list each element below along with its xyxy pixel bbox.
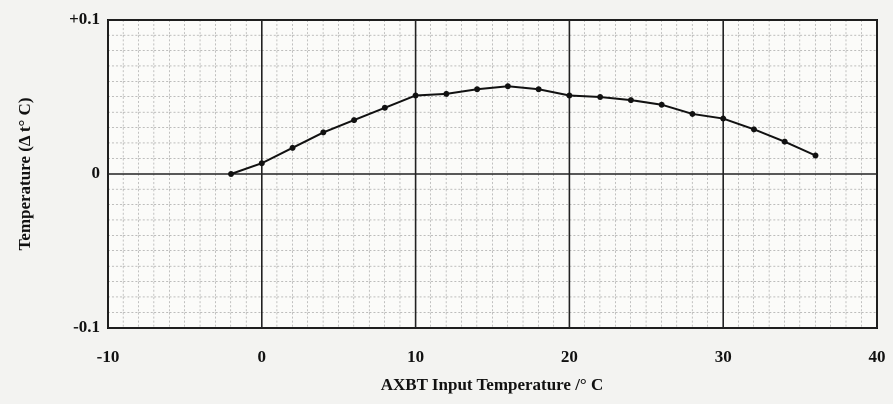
- series-line: [230, 85, 816, 175]
- data-point: [627, 97, 634, 104]
- data-point: [720, 115, 727, 122]
- x-tick-label: 40: [869, 347, 886, 366]
- x-tick-label: 30: [715, 347, 732, 366]
- x-axis-label: AXBT Input Temperature /° C: [381, 375, 604, 394]
- data-point: [412, 92, 419, 99]
- data-point: [812, 152, 819, 159]
- x-tick-label: -10: [97, 347, 120, 366]
- data-point: [443, 90, 450, 97]
- data-point: [535, 86, 542, 93]
- data-point: [658, 101, 665, 108]
- data-point: [597, 94, 604, 100]
- data-point: [474, 86, 481, 93]
- x-tick-label: 10: [407, 347, 424, 366]
- y-tick-label: -0.1: [73, 317, 100, 336]
- data-point: [566, 92, 573, 99]
- data-point: [781, 138, 788, 145]
- data-point: [504, 83, 511, 90]
- data-point: [689, 110, 696, 117]
- x-tick-label: 0: [258, 347, 267, 366]
- y-tick-label: 0: [92, 163, 101, 182]
- data-point: [351, 117, 358, 124]
- data-point: [320, 129, 327, 136]
- y-tick-label: +0.1: [69, 9, 100, 28]
- data-point: [228, 171, 235, 177]
- x-tick-label: 20: [561, 347, 578, 366]
- y-axis-label: Temperature (Δ t° C): [15, 98, 34, 251]
- data-point: [750, 126, 757, 133]
- data-point: [289, 144, 296, 151]
- data-point: [258, 160, 265, 167]
- data-point: [381, 104, 388, 111]
